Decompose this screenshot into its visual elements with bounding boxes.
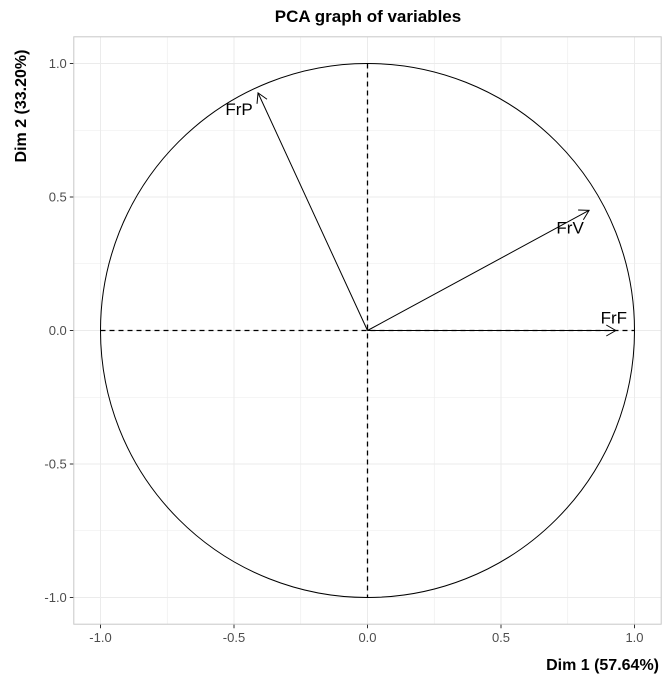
y-tick-label: 0.5 [49, 190, 67, 205]
arrow-shaft-frv [367, 209, 590, 331]
x-tick-label: 0.5 [492, 630, 510, 645]
correlation-circle [100, 63, 635, 598]
variable-labels: FrF FrV FrP [225, 100, 627, 328]
x-tick-label: 0.0 [358, 630, 376, 645]
variable-label-frp: FrP [225, 100, 252, 119]
chart-title: PCA graph of variables [275, 7, 461, 26]
arrow-head-frp [256, 91, 268, 104]
variable-label-frf: FrF [601, 309, 627, 328]
panel-border [73, 36, 662, 625]
x-axis-ticks: -1.0 -0.5 0.0 0.5 1.0 [89, 624, 644, 645]
variable-arrows [256, 91, 617, 337]
arrow-head-frf [606, 324, 617, 337]
y-tick-label: -1.0 [44, 590, 66, 605]
y-axis-ticks: -1.0 -0.5 0.0 0.5 1.0 [44, 56, 74, 605]
y-tick-label: 1.0 [49, 56, 67, 71]
correlation-circle-layer [100, 63, 635, 598]
y-tick-label: 0.0 [49, 323, 67, 338]
x-tick-label: 1.0 [625, 630, 643, 645]
arrow-head-frv [578, 209, 590, 220]
x-axis-title: Dim 1 (57.64%) [546, 657, 659, 674]
y-tick-label: -0.5 [44, 457, 66, 472]
variable-label-frv: FrV [556, 218, 584, 237]
x-tick-label: -1.0 [89, 630, 111, 645]
arrow-shaft-frp [257, 92, 368, 331]
x-tick-label: -0.5 [223, 630, 245, 645]
y-axis-title: Dim 2 (33.20%) [13, 50, 30, 163]
